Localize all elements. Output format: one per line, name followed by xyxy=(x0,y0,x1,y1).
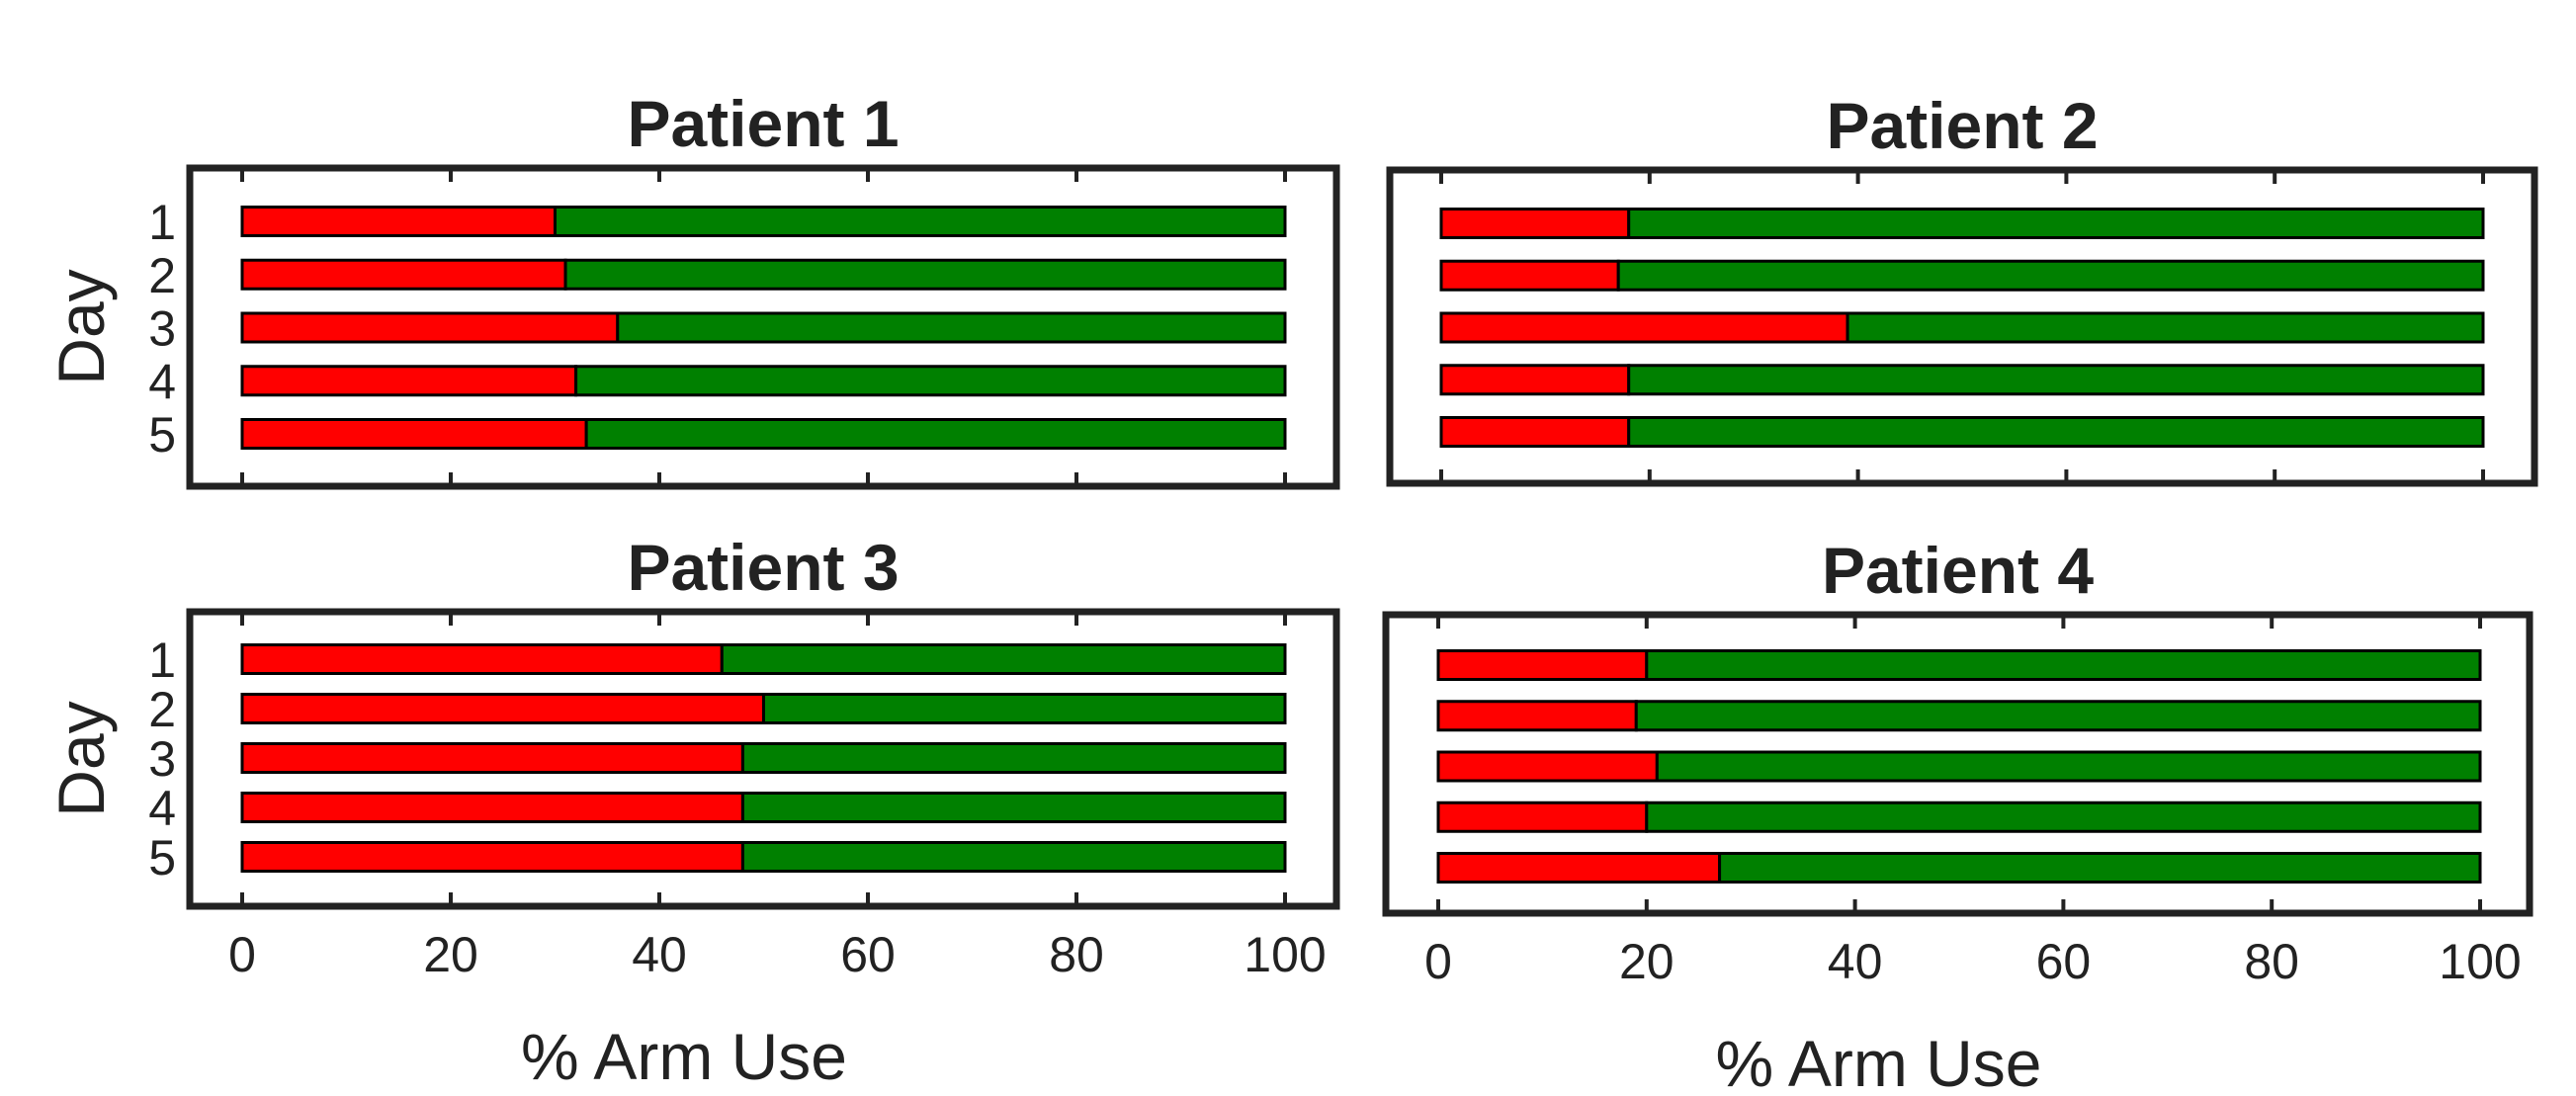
bar-red xyxy=(1439,311,1849,344)
bar-red xyxy=(1439,208,1631,239)
y-tick-label: 2 xyxy=(148,682,176,737)
y-tick-label: 2 xyxy=(148,248,176,303)
bar-green xyxy=(616,311,1287,344)
x-tick-label: 80 xyxy=(1049,927,1104,982)
panel-title: Patient 4 xyxy=(1822,534,2094,607)
y-tick-label: 4 xyxy=(148,781,176,836)
bar-green xyxy=(574,365,1287,397)
bar-red xyxy=(240,418,588,450)
bar-green xyxy=(740,742,1287,774)
bar-green xyxy=(740,792,1287,823)
bar-green xyxy=(584,418,1287,450)
bar-red xyxy=(240,841,744,873)
bar-red xyxy=(240,792,744,823)
bar-red xyxy=(240,693,765,724)
panel-title: Patient 2 xyxy=(1826,89,2098,162)
y-axis-label: Day xyxy=(44,269,118,384)
x-tick-label: 20 xyxy=(423,927,478,982)
x-tick-label: 40 xyxy=(1828,934,1883,989)
x-tick-label: 60 xyxy=(2036,934,2092,989)
plot-frame xyxy=(1382,611,2533,917)
y-axis-label: Day xyxy=(44,701,118,816)
x-tick-label: 80 xyxy=(2244,934,2299,989)
bar-red xyxy=(1439,416,1631,448)
bar-green xyxy=(762,693,1287,724)
x-tick-label: 100 xyxy=(2439,934,2521,989)
bar-red xyxy=(240,311,620,344)
bar-green xyxy=(1718,852,2482,884)
bar-red xyxy=(1436,801,1649,833)
bar-green xyxy=(1645,649,2482,681)
bar-green xyxy=(1616,259,2485,292)
panel-2: Patient 2 xyxy=(1386,89,2538,487)
y-tick-label: 4 xyxy=(148,354,176,409)
bar-green xyxy=(740,841,1287,873)
x-tick-label: 60 xyxy=(840,927,896,982)
y-tick-label: 3 xyxy=(148,731,176,787)
plot-frame xyxy=(186,164,1340,490)
bar-green xyxy=(563,258,1287,291)
panel-title: Patient 3 xyxy=(627,531,899,604)
bar-green xyxy=(1846,311,2485,344)
x-tick-label: 0 xyxy=(1424,934,1452,989)
bar-green xyxy=(554,206,1287,237)
bar-red xyxy=(240,643,724,675)
bar-green xyxy=(1655,750,2482,783)
y-tick-label: 1 xyxy=(148,195,176,250)
bar-red xyxy=(240,206,557,237)
bar-red xyxy=(240,742,744,774)
bar-red xyxy=(240,258,567,291)
bar-red xyxy=(1436,750,1659,783)
bar-green xyxy=(1645,801,2482,833)
bar-green xyxy=(720,643,1287,675)
x-axis-label: % Arm Use xyxy=(521,1020,847,1093)
plot-frame xyxy=(1386,166,2538,487)
bar-green xyxy=(1634,700,2482,732)
bar-red xyxy=(1436,852,1722,884)
plot-frame xyxy=(186,608,1340,910)
x-tick-label: 0 xyxy=(228,927,256,982)
bar-green xyxy=(1627,416,2485,448)
bar-red xyxy=(1439,259,1620,292)
y-tick-label: 5 xyxy=(148,407,176,463)
bar-green xyxy=(1627,208,2485,239)
panel-4: Patient 4 0 20 40 60 80 100 % Arm Use xyxy=(1382,534,2533,1096)
bar-green xyxy=(1627,364,2485,396)
y-tick-label: 3 xyxy=(148,301,176,357)
panel-title: Patient 1 xyxy=(627,87,899,160)
x-tick-label: 20 xyxy=(1619,934,1674,989)
bar-red xyxy=(1436,649,1649,681)
y-tick-label: 5 xyxy=(148,830,176,885)
y-tick-label: 1 xyxy=(148,632,176,688)
bar-red xyxy=(1436,700,1638,732)
x-tick-label: 40 xyxy=(632,927,687,982)
bar-red xyxy=(1439,364,1631,396)
bar-red xyxy=(240,365,578,397)
x-tick-label: 100 xyxy=(1244,927,1326,982)
x-axis-label: % Arm Use xyxy=(1715,1027,2041,1096)
